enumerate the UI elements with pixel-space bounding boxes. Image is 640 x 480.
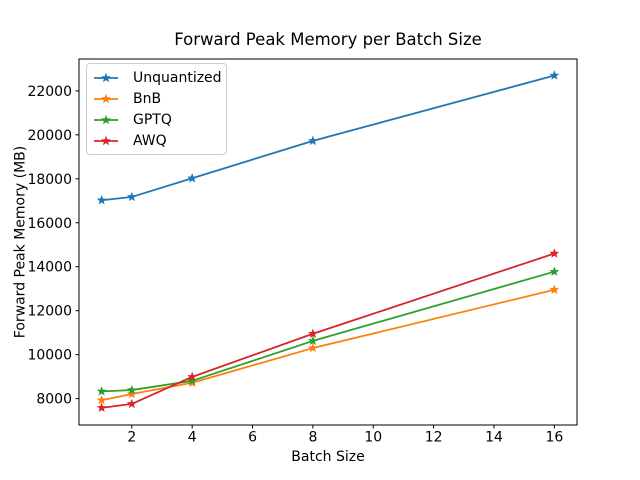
y-tick-label: 22000 — [27, 84, 72, 100]
x-tick-label: 10 — [364, 430, 382, 446]
x-tick-label: 16 — [545, 430, 563, 446]
legend: Unquantized BnB GPTQ AWQ — [86, 63, 227, 155]
data-point-marker — [126, 384, 137, 395]
data-point-marker — [126, 398, 137, 409]
data-point-marker — [187, 371, 198, 382]
data-point-marker — [549, 70, 560, 80]
data-point-marker — [96, 386, 107, 396]
data-point-marker — [96, 395, 107, 405]
legend-line-icon — [94, 135, 118, 145]
x-tick-label: 4 — [188, 430, 197, 446]
legend-line-icon — [94, 93, 118, 103]
data-point-marker — [307, 335, 318, 346]
data-point-marker — [549, 284, 560, 295]
plot-area: 2 4 6 8 10 12 14 16 8000 10000 12000 14000 16000 1800… — [27, 58, 578, 446]
data-point-marker — [549, 266, 560, 276]
x-tick-label: 12 — [425, 430, 443, 446]
series-line-gptq — [100, 270, 556, 393]
y-tick-label: 8000 — [36, 392, 72, 408]
data-point-marker — [126, 388, 137, 399]
y-tick-label: 10000 — [27, 348, 72, 364]
data-point-marker — [307, 328, 318, 338]
chart-title: Forward Peak Memory per Batch Size — [174, 30, 482, 49]
data-point-marker — [307, 342, 318, 353]
y-axis-label: Forward Peak Memory (MB) — [13, 146, 29, 338]
data-point-marker — [307, 135, 318, 146]
data-point-marker — [96, 402, 107, 413]
data-point-marker — [126, 191, 137, 202]
legend-label: Unquantized — [133, 69, 222, 86]
x-tick-label: 6 — [248, 430, 257, 446]
data-point-marker — [187, 375, 198, 386]
data-point-marker — [96, 195, 107, 205]
y-tick-label: 20000 — [27, 128, 72, 144]
x-tick-label: 2 — [127, 430, 136, 446]
legend-label: AWQ — [133, 132, 167, 149]
y-tick-label: 16000 — [27, 216, 72, 232]
y-tick-label: 12000 — [27, 304, 72, 320]
legend-line-icon — [94, 114, 118, 124]
axes-frame — [78, 58, 578, 426]
x-axis-label: Batch Size — [291, 449, 364, 465]
y-tick-label: 14000 — [27, 260, 72, 276]
x-tick-label: 14 — [485, 430, 503, 446]
y-tick-label: 18000 — [27, 172, 72, 188]
legend-line-icon — [94, 72, 118, 82]
data-point-marker — [549, 248, 560, 258]
legend-label: BnB — [133, 90, 162, 107]
legend-item-unquantized: Unquantized — [93, 67, 226, 88]
legend-label: GPTQ — [133, 111, 172, 128]
x-tick-label: 8 — [308, 430, 317, 446]
legend-item-awq: AWQ — [93, 130, 226, 151]
data-point-marker — [187, 173, 198, 183]
legend-item-bnb: BnB — [93, 88, 226, 109]
legend-item-gptq: GPTQ — [93, 109, 226, 130]
